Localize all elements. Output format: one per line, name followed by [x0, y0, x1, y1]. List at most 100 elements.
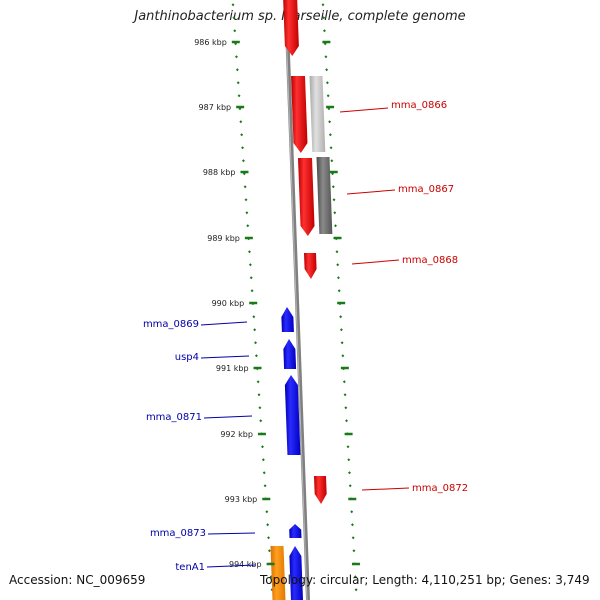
inner-tick — [343, 393, 347, 397]
outer-tick — [259, 419, 263, 423]
outer-tick — [235, 68, 239, 72]
inner-tick — [339, 315, 343, 319]
outer-tick — [243, 185, 247, 189]
outer-tick — [267, 536, 271, 540]
inner-tick — [335, 250, 339, 254]
outer-tick — [261, 458, 265, 462]
outer-tick — [240, 133, 244, 137]
tick-label-993-kbp: 993 kbp — [225, 495, 258, 504]
leader-line-mma-0869 — [200, 321, 248, 326]
gene-label-usp4[interactable]: usp4 — [175, 352, 199, 363]
gene-label-mma-0868[interactable]: mma_0868 — [402, 255, 458, 266]
inner-tick — [350, 510, 354, 514]
inner-tick — [351, 536, 355, 540]
inner-tick — [332, 198, 336, 202]
outer-tick — [252, 315, 256, 319]
gene-label-tena1[interactable]: tenA1 — [175, 562, 205, 573]
inner-tick — [331, 185, 335, 189]
outer-tick — [267, 549, 271, 553]
gene-arrow-mma-0871 — [284, 375, 301, 455]
inner-tick — [326, 94, 330, 98]
inner-tick — [339, 328, 343, 332]
inner-tick — [350, 523, 354, 527]
outer-tick — [241, 159, 245, 163]
outer-tick — [246, 224, 250, 228]
inner-tick — [348, 484, 352, 488]
inner-tick — [348, 471, 351, 475]
gene-arrow-mma-0872 — [314, 476, 327, 504]
inner-tick — [333, 211, 337, 215]
outer-tick — [253, 328, 257, 332]
outer-tick — [235, 55, 238, 59]
leader-line-mma-0866 — [339, 107, 389, 113]
outer-tick — [248, 263, 252, 267]
outer-tick — [265, 510, 269, 514]
gene-label-mma-0866[interactable]: mma_0866 — [391, 100, 447, 111]
tick-label-991-kbp: 991 kbp — [216, 364, 249, 373]
map-title: Janthinobacterium sp. Marseille, complet… — [134, 9, 466, 24]
inner-tick — [341, 354, 345, 358]
outer-tick-marks — [231, 3, 274, 592]
inner-tick — [354, 588, 358, 592]
backbone-highlight — [284, 0, 308, 600]
inner-tick — [321, 3, 325, 7]
inner-tick — [344, 406, 348, 410]
inner-tick — [325, 68, 329, 72]
inner-tick — [328, 133, 332, 137]
leader-line-tena1 — [206, 564, 256, 568]
gene-label-mma-0872[interactable]: mma_0872 — [412, 483, 468, 494]
gene-label-mma-0873[interactable]: mma_0873 — [150, 528, 206, 539]
outer-tick — [236, 81, 240, 85]
inner-tick — [330, 159, 334, 163]
gene-arrow-mma-0866 — [291, 76, 308, 153]
leader-line-mma-0867 — [346, 189, 396, 195]
outer-tick — [237, 94, 241, 98]
tick-label-986-kbp: 986 kbp — [194, 38, 227, 47]
leader-line-usp4 — [200, 355, 250, 359]
outer-tick — [233, 29, 237, 33]
inner-tick — [336, 263, 340, 267]
outer-tick — [269, 575, 273, 579]
outer-tick — [239, 120, 243, 124]
gene-arrow-tena1 — [289, 546, 303, 600]
leader-line-mma-0871 — [203, 415, 253, 419]
gene-block-orange — [270, 546, 286, 600]
inner-tick — [322, 29, 326, 33]
tick-label-988-kbp: 988 kbp — [203, 168, 236, 177]
leader-line-mma-0872 — [361, 487, 410, 491]
feature-track — [270, 0, 333, 600]
cds-block-mma-0866 — [309, 76, 326, 152]
leader-line-mma-0868 — [351, 259, 400, 265]
tick-label-989-kbp: 989 kbp — [207, 234, 240, 243]
gene-label-mma-0869[interactable]: mma_0869 — [143, 319, 199, 330]
tick-label-987-kbp: 987 kbp — [199, 103, 232, 112]
tick-label-992-kbp: 992 kbp — [220, 430, 253, 439]
outer-tick — [256, 380, 260, 384]
inner-tick — [342, 380, 346, 384]
outer-tick — [245, 211, 249, 215]
inner-tick — [334, 224, 337, 228]
outer-tick — [266, 523, 270, 527]
gene-label-mma-0867[interactable]: mma_0867 — [398, 184, 454, 195]
outer-tick — [254, 354, 258, 358]
inner-tick — [322, 16, 326, 20]
outer-tick — [248, 250, 251, 254]
inner-tick — [353, 575, 357, 579]
gene-arrow-mma-0869 — [281, 307, 294, 332]
leader-line-mma-0873 — [207, 532, 256, 535]
gene-arrow-mma-0867 — [298, 158, 315, 236]
genome-summary-text: Topology: circular; Length: 4,110,251 bp… — [260, 573, 590, 587]
outer-tick — [250, 289, 254, 293]
inner-tick — [345, 419, 349, 423]
inner-tick — [325, 81, 329, 85]
accession-text: Accession: NC_009659 — [9, 573, 146, 587]
outer-tick — [231, 3, 235, 7]
gene-labels: mma_0866 mma_0867 mma_0868 mma_0869 usp4 mma_… — [143, 100, 468, 573]
outer-tick — [257, 393, 261, 397]
outer-tick — [261, 445, 264, 449]
cds-block-mma-0867 — [316, 157, 333, 234]
gene-label-mma-0871[interactable]: mma_0871 — [146, 412, 202, 423]
gene-arrow-mma-0873 — [289, 524, 302, 538]
inner-tick — [337, 289, 341, 293]
